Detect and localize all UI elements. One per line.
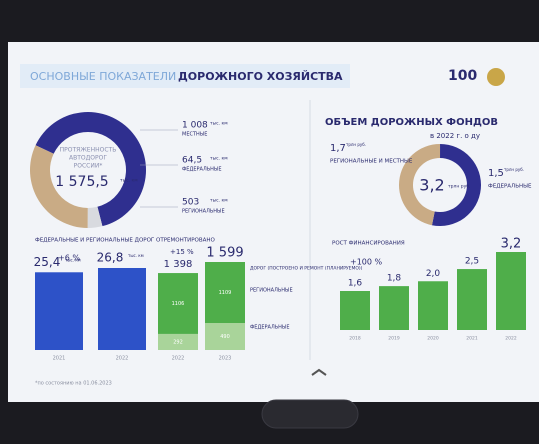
legend-label: ФЕДЕРАЛЬНЫЕ: [250, 325, 290, 331]
donut-segment: [29, 145, 88, 228]
chevron[interactable]: [311, 368, 327, 376]
legend-unit: тыс. км: [210, 199, 228, 204]
legend-label: РЕГИОНАЛЬНЫЕ: [250, 288, 293, 294]
legend-value: 503: [182, 198, 199, 208]
donut-segment: [87, 206, 103, 228]
value-unit: тыс. км: [128, 253, 144, 258]
segment-label: 1106: [172, 301, 185, 307]
chart-title: ОБЪЕМ ДОРОЖНЫХ ФОНДОВ: [325, 117, 498, 128]
bar: [35, 272, 83, 350]
bar: [496, 252, 526, 330]
chart-subtitle: в 2022 г. о ду: [430, 132, 480, 140]
legend-value: 1 008: [182, 121, 208, 131]
legend-label: ФЕДЕРАЛЬНЫЕ: [488, 184, 532, 190]
annotation: +15 %: [170, 248, 194, 256]
value-label: 25,4: [34, 255, 61, 269]
legend-value: 1,7: [330, 143, 346, 154]
header-title-light: ОСНОВНЫЕ ПОКАЗАТЕЛИ: [30, 70, 176, 83]
total-label: 1 599: [206, 246, 243, 261]
legend-value: 64,5: [182, 156, 202, 166]
legend-unit: трлн руб.: [346, 142, 366, 147]
bar: [418, 281, 448, 330]
legend-unit: трлн руб.: [504, 167, 524, 172]
legend-title: ДОРОГ (ПОСТРОЕНО И РЕМОНТ (ПЛАНИРУЕМО)): [250, 266, 363, 272]
legend-label: РЕГИОНАЛЬНЫЕ: [182, 209, 225, 215]
footnote: *по состоянию на 01.06.2023: [35, 381, 112, 387]
value-label: 26,8: [97, 251, 124, 265]
bar-segment: [205, 323, 245, 350]
annotation: +100 %: [350, 258, 383, 267]
center-value: 3,2: [419, 176, 444, 195]
x-tick-label: 2022: [116, 356, 129, 362]
annotation: +6 %: [58, 254, 80, 263]
donut-segment: [431, 144, 481, 226]
legend-unit: тыс. км: [210, 157, 228, 162]
value-label: 3,2: [501, 237, 522, 252]
legend-label: МЕСТНЫЕ: [182, 132, 207, 138]
legend-unit: тыс. км: [210, 122, 228, 127]
x-tick-label: 2022: [505, 336, 517, 342]
value-label: 2,0: [426, 269, 441, 279]
legend-label: РЕГИОНАЛЬНЫЕ И МЕСТНЫЕ: [330, 159, 413, 165]
home-button[interactable]: [261, 399, 359, 429]
bar-segment: [205, 262, 245, 324]
header-bar: [20, 64, 350, 88]
bar: [98, 268, 146, 350]
donut-segment: [35, 111, 147, 227]
segment-label: 490: [220, 334, 230, 340]
x-tick-label: 2018: [349, 336, 361, 342]
legend-value: 1,5: [488, 168, 504, 179]
segment-label: 292: [173, 339, 183, 345]
value-unit: тыс. км: [65, 257, 81, 262]
center-value: 1 575,5: [55, 174, 108, 190]
bar: [379, 286, 409, 330]
logo: 100: [448, 68, 477, 84]
x-tick-label: 2022: [172, 356, 185, 362]
x-tick-label: 2021: [466, 336, 478, 342]
header-title-bold: ДОРОЖНОГО ХОЗЯЙСТВА: [178, 70, 343, 83]
center-unit: тыс. км: [120, 179, 138, 184]
chart-title: РОСТ ФИНАНСИРОВАНИЯ: [332, 241, 405, 247]
donut-segment: [398, 144, 441, 226]
donut-title: РОССИИ*: [74, 163, 103, 170]
total-label: 1 398: [164, 259, 193, 270]
x-tick-label: 2020: [427, 336, 439, 342]
bar: [457, 269, 487, 330]
x-tick-label: 2019: [388, 336, 400, 342]
legend-label: ФЕДЕРАЛЬНЫЕ: [182, 167, 222, 173]
donut-title: АВТОДОРОГ: [69, 155, 107, 162]
center-unit: трлн руб.: [448, 184, 470, 190]
x-tick-label: 2023: [219, 356, 232, 362]
chart-title: ФЕДЕРАЛЬНЫЕ И РЕГИОНАЛЬНЫЕ ДОРОГ ОТРЕМОН…: [35, 238, 216, 244]
value-label: 1,6: [348, 279, 363, 289]
segment-label: 1109: [219, 290, 232, 296]
donut-title: ПРОТЯЖЕННОСТЬ: [60, 147, 117, 154]
x-tick-label: 2021: [53, 356, 66, 362]
bar-segment: [158, 333, 198, 350]
value-label: 1,8: [387, 274, 402, 284]
bar: [340, 291, 370, 330]
bar-segment: [158, 273, 198, 334]
value-label: 2,5: [465, 257, 479, 267]
emblem: [487, 68, 505, 86]
